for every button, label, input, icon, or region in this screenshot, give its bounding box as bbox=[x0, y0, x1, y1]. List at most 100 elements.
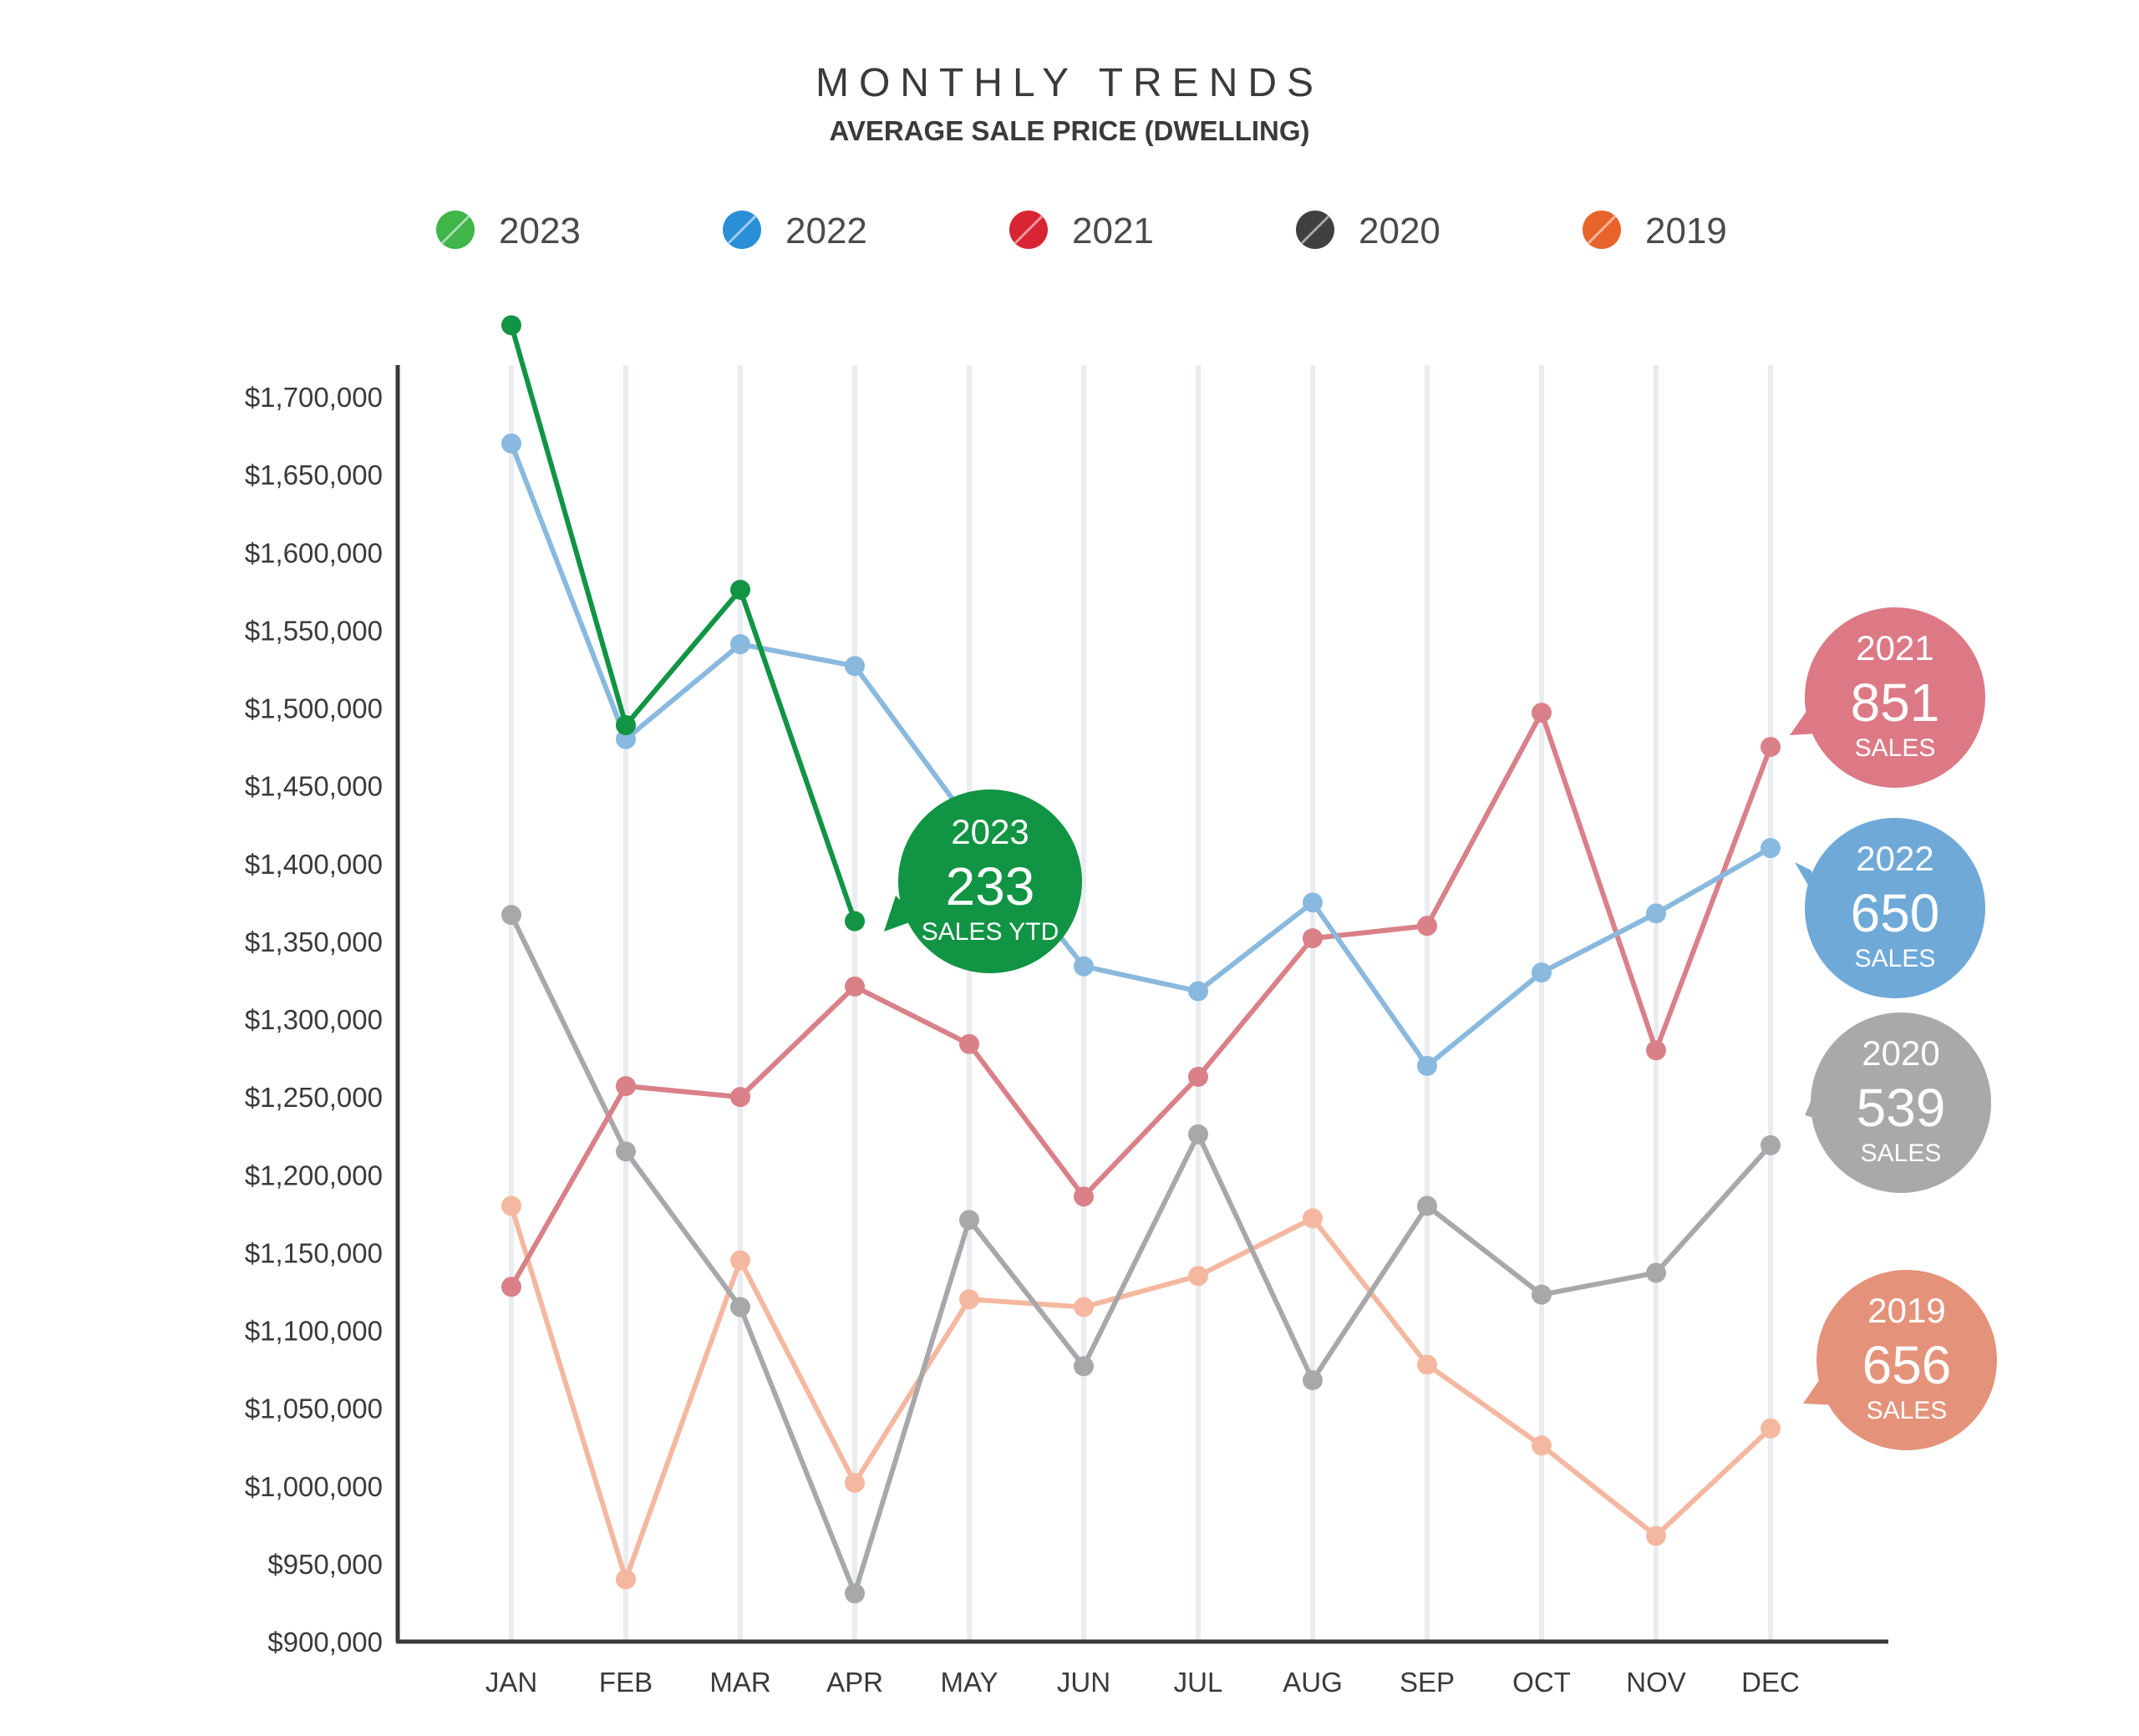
y-tick-label: $1,500,000 bbox=[245, 693, 383, 724]
x-tick-label: JUL bbox=[1174, 1667, 1223, 1698]
y-tick-label: $1,400,000 bbox=[245, 849, 383, 880]
legend-swatch-sheen bbox=[1587, 215, 1617, 245]
x-tick-label: DEC bbox=[1741, 1667, 1800, 1698]
data-point-2021 bbox=[1303, 928, 1323, 949]
callout-tail bbox=[884, 896, 919, 931]
data-point-2022 bbox=[1188, 981, 1208, 1002]
series-line-2023 bbox=[509, 324, 857, 922]
callout-bubble bbox=[1811, 1013, 1991, 1193]
data-point-2021 bbox=[501, 1277, 521, 1297]
data-point-2021 bbox=[1646, 1040, 1666, 1061]
y-tick-label: $1,450,000 bbox=[245, 771, 383, 802]
legend-swatch-sheen bbox=[1300, 215, 1330, 245]
callout-bubble bbox=[1805, 818, 1985, 998]
chart-subtitle: AVERAGE SALE PRICE (DWELLING) bbox=[829, 115, 1310, 146]
y-tick-label: $1,100,000 bbox=[245, 1316, 383, 1347]
legend-label-2022: 2022 bbox=[785, 211, 867, 251]
callout-count: 233 bbox=[946, 856, 1035, 916]
data-point-2020 bbox=[845, 1583, 865, 1604]
data-point-2021 bbox=[730, 1087, 750, 1108]
x-tick-label: APR bbox=[826, 1667, 883, 1698]
data-point-2020 bbox=[1417, 1195, 1437, 1216]
y-tick-label: $1,000,000 bbox=[245, 1471, 383, 1502]
legend-label-2023: 2023 bbox=[499, 211, 581, 251]
legend-label-2021: 2021 bbox=[1072, 211, 1154, 251]
series-line-2019 bbox=[509, 1205, 1773, 1582]
callout-year: 2022 bbox=[1856, 839, 1933, 878]
data-point-2022 bbox=[1074, 956, 1094, 977]
y-tick-label: $1,600,000 bbox=[245, 537, 383, 568]
callout-year: 2023 bbox=[951, 812, 1029, 851]
data-point-2020 bbox=[616, 1141, 636, 1162]
y-tick-label: $1,700,000 bbox=[245, 382, 383, 413]
callout-year: 2021 bbox=[1856, 628, 1933, 667]
data-point-2020 bbox=[1646, 1262, 1666, 1283]
series-lines bbox=[501, 315, 1781, 1604]
x-tick-label: NOV bbox=[1626, 1667, 1686, 1698]
callout-label: SALES bbox=[1867, 1397, 1948, 1424]
x-tick-label: MAY bbox=[940, 1667, 998, 1698]
data-point-2021 bbox=[1188, 1066, 1208, 1087]
data-point-2019 bbox=[1417, 1354, 1437, 1375]
callout-count: 656 bbox=[1862, 1335, 1952, 1395]
data-point-2019 bbox=[1074, 1297, 1094, 1317]
data-point-2020 bbox=[1074, 1356, 1094, 1377]
x-tick-label: FEB bbox=[599, 1667, 653, 1698]
data-point-2022 bbox=[1303, 892, 1323, 913]
x-tick-label: SEP bbox=[1400, 1667, 1455, 1698]
y-tick-label: $1,550,000 bbox=[245, 615, 383, 646]
callout-bubble bbox=[1816, 1270, 1997, 1450]
data-point-2021 bbox=[1417, 916, 1437, 937]
x-tick-label: JAN bbox=[485, 1667, 537, 1698]
data-point-2021 bbox=[845, 976, 865, 997]
data-point-2019 bbox=[501, 1195, 521, 1216]
data-point-2020 bbox=[1760, 1134, 1781, 1155]
x-tick-label: AUG bbox=[1283, 1667, 1343, 1698]
callout-bubble bbox=[898, 789, 1082, 973]
callout-year: 2019 bbox=[1867, 1291, 1945, 1330]
callout-label: SALES bbox=[1855, 734, 1936, 762]
data-point-2022 bbox=[1646, 903, 1666, 924]
data-point-2023 bbox=[616, 714, 636, 735]
callout-count: 539 bbox=[1857, 1078, 1946, 1138]
y-tick-label: $1,050,000 bbox=[245, 1393, 383, 1424]
callout-count: 851 bbox=[1851, 673, 1940, 733]
series-line-2021 bbox=[509, 710, 1773, 1288]
series-line-2020 bbox=[509, 913, 1773, 1596]
data-point-2021 bbox=[959, 1033, 979, 1054]
data-point-2022 bbox=[730, 634, 750, 655]
legend: 2023 2022 2021 2020 2019 bbox=[436, 211, 1727, 251]
data-point-2022 bbox=[845, 656, 865, 677]
callout-label: SALES YTD bbox=[922, 918, 1059, 946]
data-point-2019 bbox=[1188, 1266, 1208, 1287]
data-point-2021 bbox=[1074, 1186, 1094, 1207]
legend-swatch-sheen bbox=[727, 215, 757, 245]
callout-year: 2020 bbox=[1862, 1033, 1939, 1073]
y-tick-label: $1,300,000 bbox=[245, 1004, 383, 1035]
y-tick-label: $900,000 bbox=[267, 1627, 383, 1657]
y-tick-label: $1,150,000 bbox=[245, 1237, 383, 1268]
data-point-2020 bbox=[959, 1210, 979, 1231]
data-point-2021 bbox=[1760, 737, 1781, 758]
y-tick-label: $950,000 bbox=[267, 1549, 383, 1580]
data-point-2019 bbox=[730, 1250, 750, 1271]
callout-count: 650 bbox=[1851, 883, 1940, 943]
data-point-2020 bbox=[1532, 1284, 1552, 1305]
data-point-2019 bbox=[1760, 1418, 1781, 1439]
axes: JAN FEB MAR APR MAY JUN JUL AUG SEP OCT NOV DEC $900… bbox=[245, 365, 1888, 1698]
callout-label: SALES bbox=[1855, 945, 1936, 972]
data-point-2021 bbox=[616, 1076, 636, 1097]
data-point-2023 bbox=[845, 911, 865, 931]
x-tick-label: JUN bbox=[1057, 1667, 1110, 1698]
data-point-2020 bbox=[730, 1297, 750, 1317]
y-tick-label: $1,250,000 bbox=[245, 1082, 383, 1113]
legend-label-2020: 2020 bbox=[1359, 211, 1440, 251]
x-tick-label: OCT bbox=[1512, 1667, 1571, 1698]
x-tick-label: MAR bbox=[709, 1667, 770, 1698]
